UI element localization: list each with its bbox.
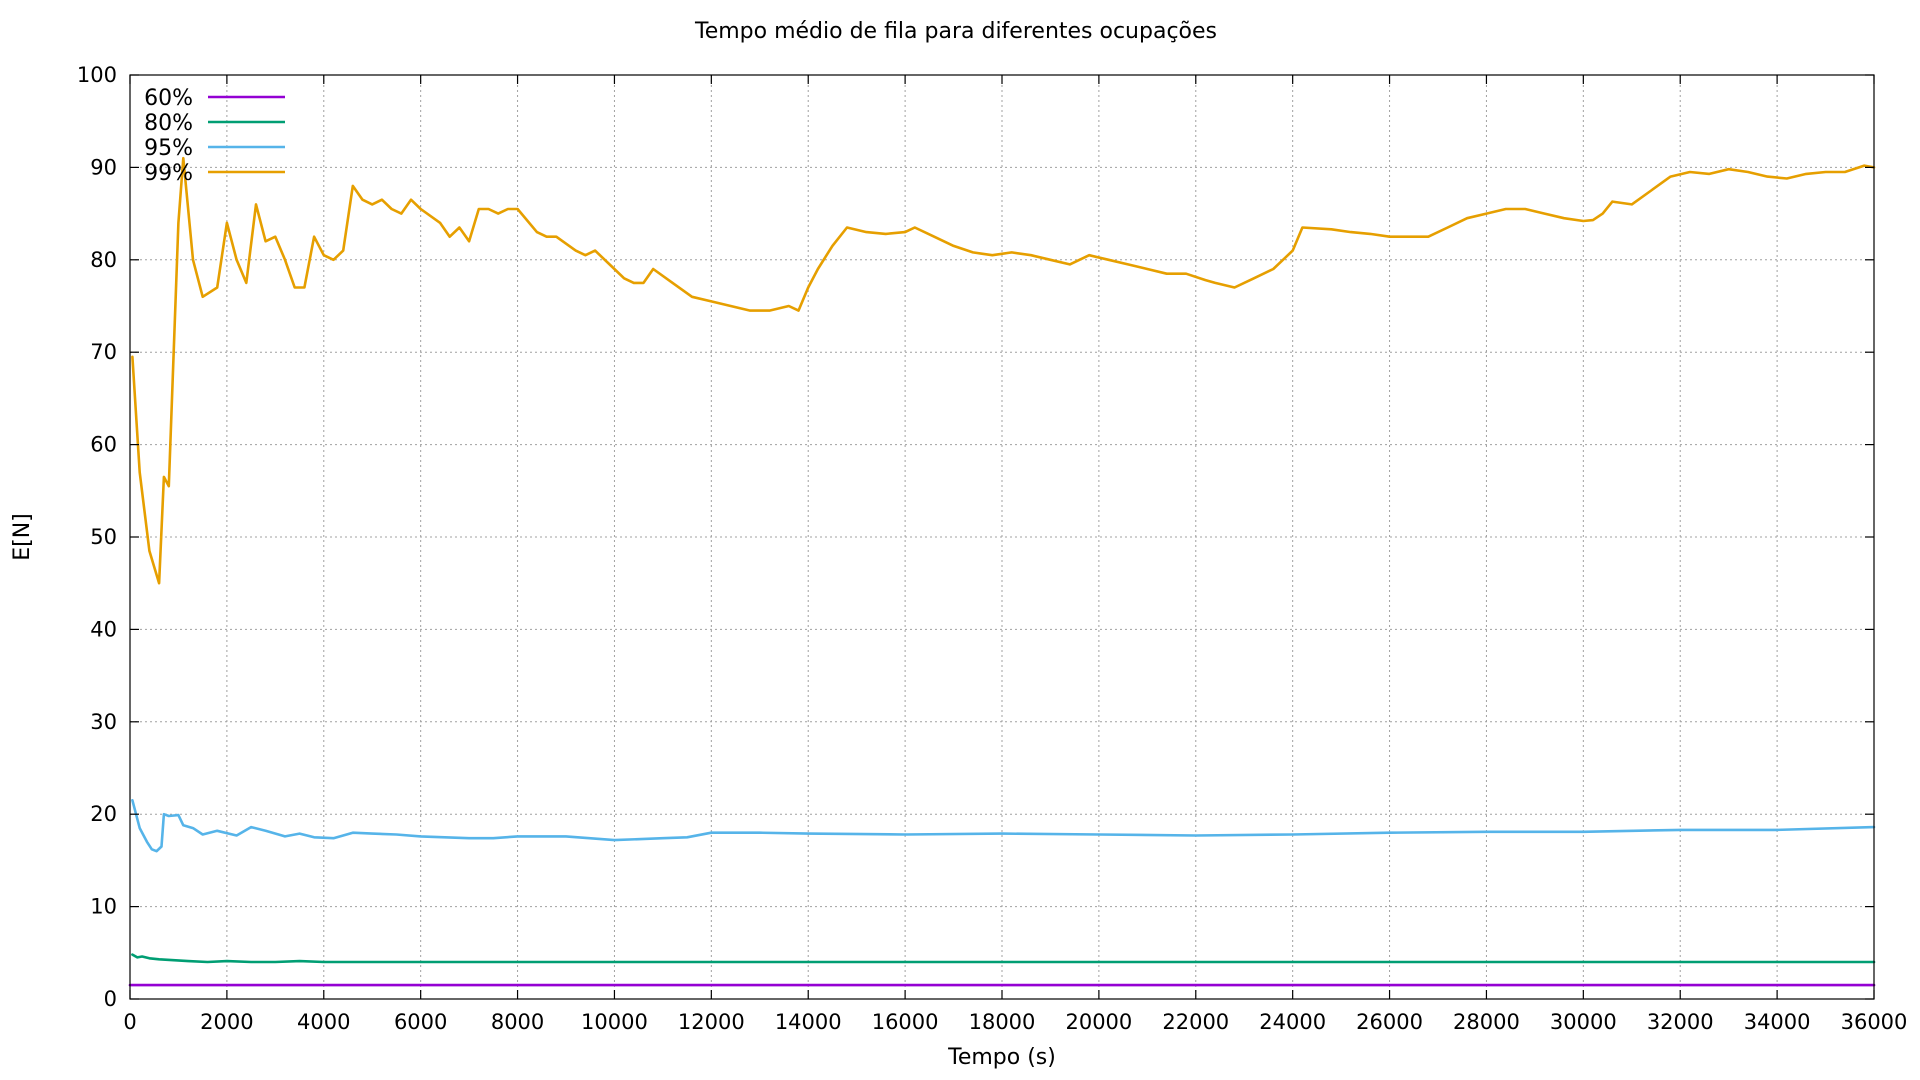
series-line-80pct — [131, 953, 1876, 964]
y-tick-label: 90 — [90, 155, 117, 179]
legend-label: 60% — [144, 86, 193, 111]
x-tick-label: 8000 — [491, 1010, 544, 1034]
y-tick-label: 10 — [90, 895, 117, 919]
x-tick-label: 18000 — [969, 1010, 1036, 1034]
y-tick-label: 60 — [90, 433, 117, 457]
x-tick-label: 12000 — [678, 1010, 745, 1034]
legend-label: 80% — [144, 111, 193, 136]
y-tick-label: 70 — [90, 340, 117, 364]
x-tick-label: 26000 — [1356, 1010, 1423, 1034]
x-tick-label: 2000 — [200, 1010, 253, 1034]
legend: 60%80%95%99% — [144, 86, 285, 186]
x-tick-label: 14000 — [775, 1010, 842, 1034]
x-tick-label: 22000 — [1162, 1010, 1229, 1034]
legend-label: 99% — [144, 161, 193, 186]
series-line-99pct — [131, 156, 1876, 585]
plot-series — [128, 156, 1876, 987]
y-tick-label: 20 — [90, 802, 117, 826]
legend-label: 95% — [144, 136, 193, 161]
axis-ticks: 0 10 20 30 40 50 60 70 80 90 100 0 2000 4000 6000 8000 1… — [77, 63, 1908, 1034]
chart-title: Tempo médio de fila para diferentes ocup… — [694, 19, 1217, 44]
x-tick-label: 10000 — [581, 1010, 648, 1034]
x-axis-label: Tempo (s) — [947, 1045, 1056, 1070]
y-tick-label: 40 — [90, 617, 117, 641]
x-tick-label: 0 — [123, 1010, 136, 1034]
x-tick-label: 28000 — [1453, 1010, 1520, 1034]
y-tick-label: 30 — [90, 710, 117, 734]
y-axis-label: E[N] — [10, 513, 35, 561]
x-tick-label: 16000 — [872, 1010, 939, 1034]
y-tick-label: 80 — [90, 248, 117, 272]
y-tick-label: 100 — [77, 63, 117, 87]
x-tick-label: 20000 — [1065, 1010, 1132, 1034]
grid-lines — [130, 75, 1874, 999]
x-tick-label: 4000 — [297, 1010, 350, 1034]
y-tick-label: 50 — [90, 525, 117, 549]
x-tick-label: 30000 — [1550, 1010, 1617, 1034]
x-tick-label: 24000 — [1259, 1010, 1326, 1034]
x-tick-label: 36000 — [1841, 1010, 1908, 1034]
y-tick-label: 0 — [104, 987, 117, 1011]
series-line-95pct — [131, 798, 1876, 853]
x-tick-label: 32000 — [1647, 1010, 1714, 1034]
x-tick-label: 34000 — [1744, 1010, 1811, 1034]
x-tick-label: 6000 — [394, 1010, 447, 1034]
